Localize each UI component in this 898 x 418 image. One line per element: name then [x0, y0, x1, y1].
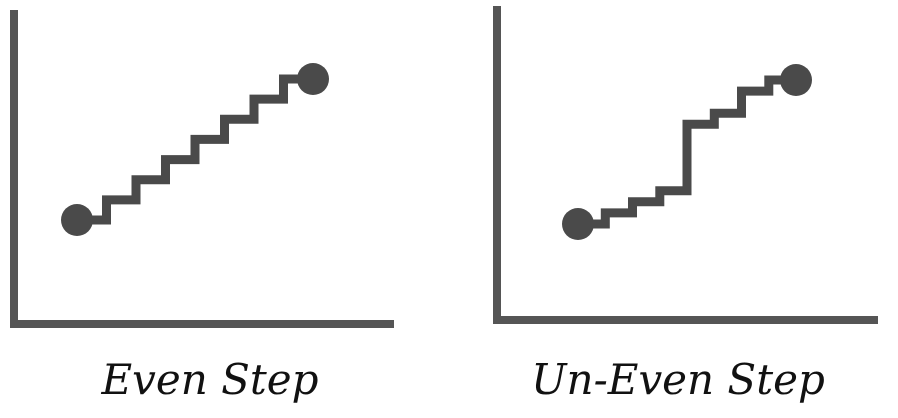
uneven-start-dot	[562, 208, 594, 240]
uneven-end-dot	[780, 64, 812, 96]
even-start-dot	[61, 204, 93, 236]
caption-even-step: Even Step	[101, 355, 319, 404]
caption-uneven-step: Un-Even Step	[531, 355, 825, 404]
even-step-line	[77, 74, 313, 225]
even-end-dot	[297, 63, 329, 95]
uneven-step-line	[578, 75, 796, 229]
